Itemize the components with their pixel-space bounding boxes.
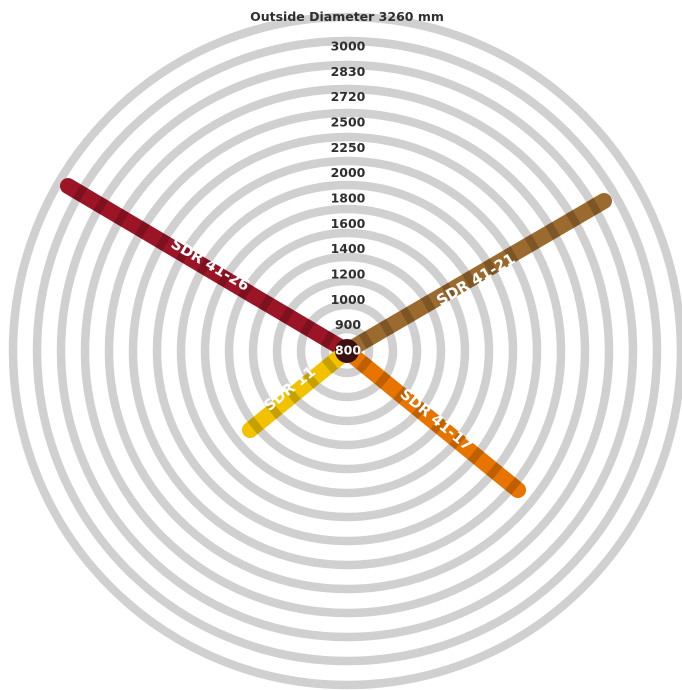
ring-label-1600: 1600 (331, 216, 366, 231)
ring-label-2500: 2500 (331, 115, 366, 130)
arm-ring-overlap (358, 330, 374, 349)
ring-label-1000: 1000 (331, 292, 366, 307)
arm-ring-overlap (175, 245, 191, 264)
arm-ring-overlap (504, 477, 522, 495)
arm-ring-overlap (303, 371, 320, 389)
diameter-ring (296, 300, 398, 402)
diameter-ring (32, 36, 662, 666)
arm-ring-overlap (524, 234, 540, 253)
arm-ring-overlap (586, 197, 602, 216)
arm-ring-overlap (441, 282, 457, 301)
arm-ring-overlap (399, 306, 415, 325)
arm-ring-overlap (284, 386, 301, 404)
arm-ring-overlap (545, 222, 561, 240)
arm-ring-overlap (379, 318, 395, 337)
arm-ring-overlap (374, 371, 391, 389)
arm-ring-overlap (279, 306, 295, 325)
arm-upper-left (60, 178, 355, 359)
diameter-ring (176, 180, 518, 522)
diameter-ring (56, 60, 638, 642)
arm-lower-left (242, 343, 355, 438)
arm-ring-overlap (258, 294, 274, 313)
ring-label-900: 900 (335, 317, 361, 332)
arm-ring-overlap (467, 446, 484, 465)
arm-ring-overlap (217, 269, 233, 288)
diameter-ring (80, 84, 614, 618)
arm-ring-overlap (320, 330, 336, 349)
diameter-ring (224, 228, 470, 474)
arm-ring-overlap (265, 401, 283, 420)
rings-group (8, 12, 682, 690)
arm-ring-overlap (411, 401, 429, 420)
diameter-ring (104, 108, 590, 594)
arm-ring-overlap (462, 270, 478, 289)
arm-ring-overlap (503, 246, 519, 265)
ring-label-1800: 1800 (331, 191, 366, 206)
arm-ring-overlap (486, 462, 503, 480)
arm-ring-overlap (72, 184, 88, 203)
ring-label-1400: 1400 (331, 241, 366, 256)
arm-ring-overlap (321, 356, 339, 374)
arm-lower-right (339, 343, 526, 498)
arm-ring-overlap (420, 294, 436, 313)
ring-label-2830: 2830 (331, 64, 366, 79)
arm-ring-overlap (93, 196, 109, 215)
diameter-ring (8, 12, 682, 690)
diameter-ring (272, 276, 422, 426)
arm-ring-overlap (247, 416, 264, 435)
ring-label-800: 800 (335, 343, 361, 358)
arm-ring-overlap (299, 318, 315, 337)
ring-label-2000: 2000 (331, 165, 366, 180)
arm-ring-overlap (113, 208, 129, 227)
diagram-title: Outside Diameter 3260 mm (250, 9, 444, 24)
ring-label-3000: 3000 (331, 39, 366, 54)
ring-label-1200: 1200 (331, 267, 366, 282)
diameter-ring (248, 252, 446, 450)
center-hub (335, 339, 359, 363)
arm-upper-right (339, 193, 612, 359)
arm-ring-overlap (482, 258, 498, 277)
ring-label-2250: 2250 (331, 140, 366, 155)
arm-ring-overlap (430, 416, 447, 435)
ring-label-2720: 2720 (331, 89, 366, 104)
diameter-ring (320, 324, 374, 378)
arm-ring-overlap (565, 209, 581, 228)
arm-ring-overlap (155, 233, 171, 251)
arm-ring-overlap (196, 257, 212, 276)
arm-ring-overlap (355, 356, 373, 374)
arm-ring-overlap (237, 282, 253, 300)
diameter-ring (152, 156, 542, 546)
diameter-ring (128, 132, 566, 570)
arm-ring-overlap (393, 386, 410, 404)
arm-ring-overlap (449, 431, 466, 450)
arm-ring-overlap (134, 220, 150, 239)
ring-labels-group: 3000 2830 2720 2500 2250 2000 1800 1600 1400 1200… (331, 39, 366, 358)
diameter-ring (200, 204, 494, 498)
